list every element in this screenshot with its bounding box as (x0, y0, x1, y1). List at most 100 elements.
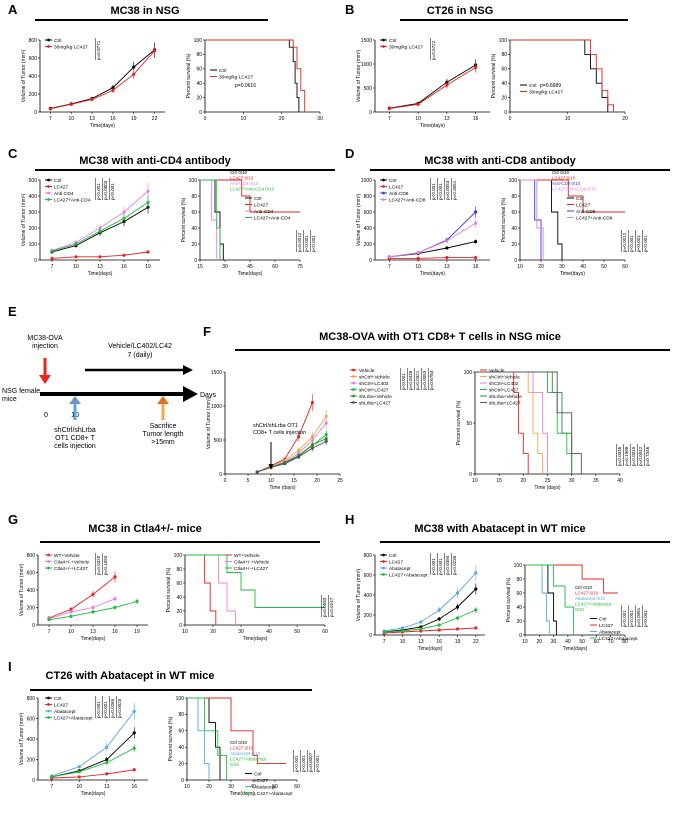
panel-letter: E (8, 304, 17, 319)
x-tick-label: 10 (522, 639, 528, 645)
y-tick-label: 60 (516, 591, 522, 597)
data-point (105, 772, 109, 776)
y-tick-label: 1000 (361, 62, 372, 68)
x-tick-label: 60 (272, 264, 278, 270)
data-point (132, 768, 136, 772)
survival-curve (525, 564, 557, 635)
legend-marker (382, 191, 385, 195)
x-tick-label: 40 (580, 264, 586, 270)
p-value: p=0.8439 (408, 370, 413, 390)
data-point (111, 86, 115, 90)
y-axis-label: Volume of Tumor (mm³) (206, 396, 212, 449)
data-point (132, 709, 136, 713)
series-line (51, 769, 135, 779)
p-value: p=0.0247 (329, 597, 334, 617)
x-tick-label: 10 (415, 116, 421, 122)
x-axis-label: Time(days) (563, 646, 588, 652)
survival-curve (187, 697, 210, 780)
data-point (105, 760, 109, 765)
y-tick-label: 80 (191, 194, 197, 200)
y-tick-label: 100 (194, 38, 203, 44)
y-tick-label: 600 (27, 570, 36, 576)
p-value: p=0.1693 (103, 555, 108, 575)
series-line (48, 598, 116, 620)
legend-marker (47, 716, 50, 719)
p-value: p<0.001 (636, 235, 641, 252)
legend-label: shCtrl+LC402 (489, 381, 519, 387)
survival-curve (525, 564, 550, 635)
legend-count: 0/10 (230, 762, 239, 767)
p-value: p=0.0593 (322, 597, 327, 617)
legend-label: LC427+Abatacept (54, 715, 93, 721)
chart-F_surv: 0 50 100 10 15 20 25 30 35 40 Time (days) Percent s… (456, 368, 650, 491)
y-tick-label: 0 (194, 258, 197, 264)
x-tick-label: 50 (579, 639, 585, 645)
survival-curve (520, 179, 542, 260)
series-line (389, 222, 476, 258)
legend-marker (47, 45, 50, 48)
panel-title: MC38-OVA with OT1 CD8+ T cells in NSG mi… (319, 331, 561, 343)
schematic-label: shCtrl/shLrba (54, 427, 96, 434)
legend-label: Ctrl (576, 196, 583, 202)
survival-curve (205, 39, 306, 112)
data-point (50, 256, 54, 260)
p-value: p<0.001 (311, 235, 316, 252)
data-point (122, 216, 126, 220)
legend-marker (47, 38, 50, 42)
y-tick-label: 0 (369, 633, 372, 639)
data-point (283, 462, 287, 466)
series-line (48, 576, 116, 619)
legend-marker (47, 178, 50, 182)
y-tick-label: 100 (29, 242, 38, 248)
x-axis-label: Time(days) (81, 636, 106, 642)
y-tick-label: 0 (179, 623, 182, 629)
series-line (257, 440, 327, 473)
y-axis-label: Percent survival (%) (186, 53, 192, 98)
p-value: p=0.0265 (110, 698, 115, 718)
data-point (47, 618, 51, 622)
y-tick-label: 600 (27, 716, 36, 722)
survival-curve (200, 179, 218, 260)
y-tick-label: 1000 (211, 404, 222, 410)
x-tick-label: 40 (250, 784, 256, 790)
p-value: p=0.0053 (445, 180, 450, 200)
x-tick-label: 7 (49, 116, 52, 122)
p-value: p<0.001 (110, 183, 115, 200)
y-axis-label: Percent survival (%) (168, 716, 174, 761)
chart-C_tumor: 0 100 200 300 400 500 7 10 13 16 19 Time(days) Volum… (21, 178, 160, 277)
x-tick-label: 10 (400, 639, 406, 645)
schematic-label: >15mm (151, 439, 175, 446)
p-value: p=0.0320 (96, 555, 101, 575)
x-tick-label: 20 (206, 784, 212, 790)
data-point (437, 617, 441, 621)
x-tick-label: 30 (238, 629, 244, 635)
data-point (324, 421, 328, 425)
series-line (389, 67, 476, 110)
x-tick-label: 16 (473, 116, 479, 122)
x-tick-label: 10 (182, 629, 188, 635)
y-tick-label: 0 (199, 110, 202, 116)
x-tick-label: 16 (121, 264, 127, 270)
data-point (122, 210, 126, 214)
y-tick-label: 20 (176, 609, 182, 615)
x-tick-label: 15 (291, 478, 297, 484)
data-point (474, 221, 478, 225)
x-tick-label: 10 (472, 478, 478, 484)
panel-letter: D (345, 146, 354, 161)
x-tick-label: 70 (608, 639, 614, 645)
x-tick-label: 30 (228, 784, 234, 790)
data-point (132, 731, 136, 735)
y-tick-label: 200 (27, 605, 36, 611)
schematic-label: mice (2, 396, 17, 403)
x-tick-label: 22 (473, 639, 479, 645)
legend-marker (352, 394, 355, 398)
legend-marker (382, 185, 385, 188)
x-tick-label: 45 (247, 264, 253, 270)
p-value: p<0.001 (643, 610, 648, 627)
legend-label: LC427+Abatacept (599, 636, 638, 642)
survival-curve (475, 371, 548, 474)
survival-curve (200, 179, 221, 260)
x-axis-label: Time(days) (420, 271, 445, 277)
p-value: p=0.0025 (117, 698, 122, 718)
data-point (474, 65, 478, 69)
